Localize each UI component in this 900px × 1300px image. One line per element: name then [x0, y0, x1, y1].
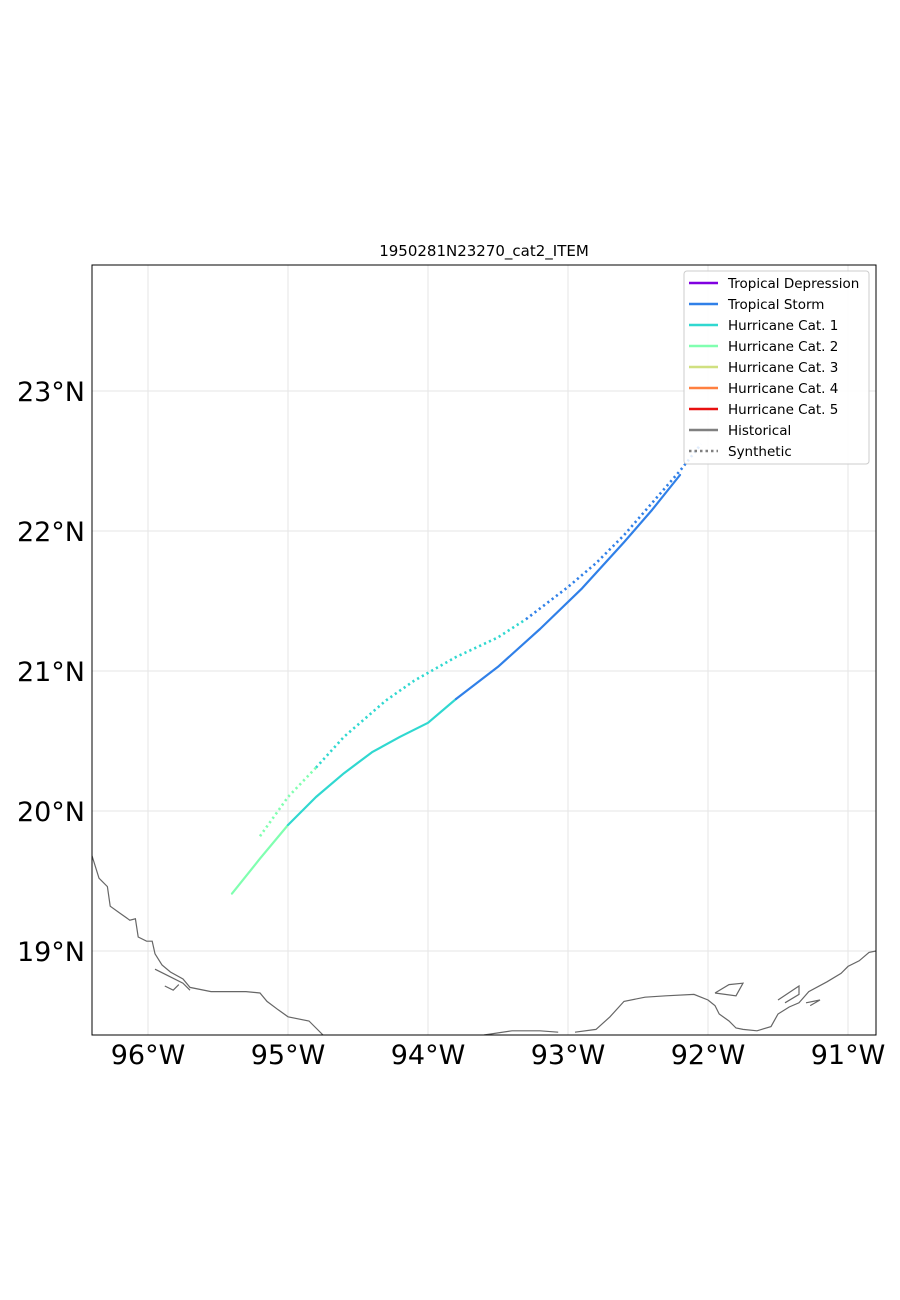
coastline-segment [483, 1030, 559, 1035]
y-tick-label: 21°N [17, 657, 85, 688]
legend-label: Synthetic [728, 444, 792, 460]
x-tick-label: 92°W [671, 1040, 746, 1071]
storm-tracks [230, 443, 703, 895]
coastline-segment [574, 950, 876, 1033]
coastline-segment [164, 984, 180, 991]
legend-box [683, 270, 870, 465]
legend-label: Hurricane Cat. 2 [728, 339, 838, 355]
coastline-segment [805, 999, 821, 1007]
coastline-segment [714, 982, 745, 997]
historical-track-segment [286, 697, 458, 827]
x-tick-label: 91°W [811, 1040, 886, 1071]
coastline-segment [777, 984, 800, 1004]
axis-ticks: 96°W 95°W 94°W 93°W 92°W 91°W 19°N 20°N 21°N 22°N… [17, 377, 885, 1071]
chart-title: 1950281N23270_cat2_ITEM [379, 242, 589, 261]
x-tick-label: 94°W [391, 1040, 466, 1071]
x-tick-label: 93°W [531, 1040, 606, 1071]
legend-label: Hurricane Cat. 3 [728, 360, 838, 376]
legend-label: Historical [728, 423, 791, 439]
coastline-segment [154, 968, 191, 991]
y-tick-label: 22°N [17, 517, 85, 548]
y-tick-label: 23°N [17, 377, 85, 408]
legend-label: Tropical Depression [727, 276, 859, 292]
y-tick-label: 20°N [17, 797, 85, 828]
legend: Tropical Depression Tropical Storm Hurrica… [683, 270, 870, 465]
x-tick-label: 96°W [111, 1040, 186, 1071]
coastline [92, 855, 876, 1035]
legend-label: Hurricane Cat. 1 [728, 318, 838, 334]
plot-frame [91, 264, 877, 1036]
legend-label: Hurricane Cat. 5 [728, 402, 838, 418]
y-tick-label: 19°N [17, 937, 85, 968]
historical-track-segment [454, 473, 682, 701]
synthetic-track-segment [315, 618, 527, 769]
coastline-segment [92, 855, 324, 1035]
legend-label: Tropical Storm [727, 297, 824, 313]
historical-track-segment [230, 823, 290, 895]
legend-label: Hurricane Cat. 4 [728, 381, 838, 397]
x-tick-label: 95°W [251, 1040, 326, 1071]
